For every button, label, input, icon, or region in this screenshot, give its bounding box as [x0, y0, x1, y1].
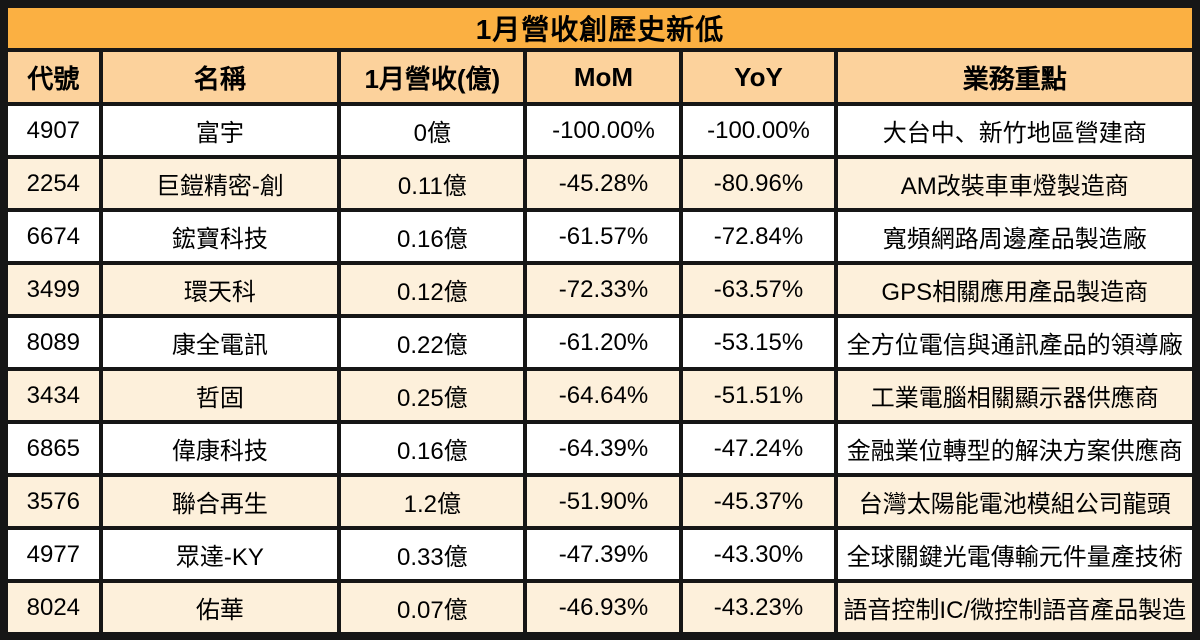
cell-focus: AM改裝車車燈製造商 — [833, 155, 1198, 212]
cell-yoy: -43.23% — [679, 579, 838, 638]
cell-name: 巨鎧精密-創 — [98, 155, 342, 212]
cell-name: 富宇 — [98, 102, 342, 159]
cell-code: 6674 — [2, 208, 103, 265]
cell-revenue: 0.25億 — [337, 367, 528, 424]
cell-focus: 工業電腦相關顯示器供應商 — [833, 367, 1198, 424]
table-row: 4977 眾達-KY 0.33億 -47.39% -43.30% 全球關鍵光電傳輸元件量產… — [2, 526, 1198, 583]
cell-yoy: -43.30% — [679, 526, 838, 583]
cell-mom: -61.57% — [523, 208, 684, 265]
column-header-code: 代號 — [2, 48, 103, 106]
cell-code: 3499 — [2, 261, 103, 318]
cell-focus: 全方位電信與通訊產品的領導廠 — [833, 314, 1198, 371]
cell-yoy: -100.00% — [679, 102, 838, 159]
column-header-name: 名稱 — [98, 48, 342, 106]
cell-mom: -51.90% — [523, 473, 684, 530]
cell-name: 眾達-KY — [98, 526, 342, 583]
cell-code: 6865 — [2, 420, 103, 477]
cell-code: 2254 — [2, 155, 103, 212]
cell-yoy: -47.24% — [679, 420, 838, 477]
cell-revenue: 0.12億 — [337, 261, 528, 318]
cell-mom: -47.39% — [523, 526, 684, 583]
table-row: 3434 哲固 0.25億 -64.64% -51.51% 工業電腦相關顯示器供應商 — [2, 367, 1198, 424]
cell-name: 聯合再生 — [98, 473, 342, 530]
cell-yoy: -53.15% — [679, 314, 838, 371]
cell-focus: 全球關鍵光電傳輸元件量產技術 — [833, 526, 1198, 583]
cell-revenue: 0.16億 — [337, 208, 528, 265]
column-header-focus: 業務重點 — [833, 48, 1198, 106]
cell-focus: 台灣太陽能電池模組公司龍頭 — [833, 473, 1198, 530]
table-row: 6674 鋐寶科技 0.16億 -61.57% -72.84% 寬頻網路周邊產品製造廠 — [2, 208, 1198, 265]
table-row: 3499 環天科 0.12億 -72.33% -63.57% GPS相關應用產品製造商 — [2, 261, 1198, 318]
cell-code: 4907 — [2, 102, 103, 159]
cell-mom: -45.28% — [523, 155, 684, 212]
cell-yoy: -63.57% — [679, 261, 838, 318]
cell-focus: 語音控制IC/微控制語音產品製造 — [833, 579, 1198, 638]
cell-revenue: 0.33億 — [337, 526, 528, 583]
cell-yoy: -72.84% — [679, 208, 838, 265]
cell-revenue: 0億 — [337, 102, 528, 159]
cell-mom: -64.39% — [523, 420, 684, 477]
cell-name: 偉康科技 — [98, 420, 342, 477]
cell-revenue: 0.07億 — [337, 579, 528, 638]
cell-name: 鋐寶科技 — [98, 208, 342, 265]
cell-revenue: 0.11億 — [337, 155, 528, 212]
table-row: 8024 佑華 0.07億 -46.93% -43.23% 語音控制IC/微控制語音產品製… — [2, 579, 1198, 638]
cell-mom: -72.33% — [523, 261, 684, 318]
cell-yoy: -51.51% — [679, 367, 838, 424]
table-row: 3576 聯合再生 1.2億 -51.90% -45.37% 台灣太陽能電池模組公司龍頭 — [2, 473, 1198, 530]
table-row: 6865 偉康科技 0.16億 -64.39% -47.24% 金融業位轉型的解決方案供應… — [2, 420, 1198, 477]
cell-revenue: 1.2億 — [337, 473, 528, 530]
cell-name: 環天科 — [98, 261, 342, 318]
cell-mom: -61.20% — [523, 314, 684, 371]
table-body: 4907 富宇 0億 -100.00% -100.00% 大台中、新竹地區營建商 2254 巨… — [2, 102, 1198, 638]
cell-focus: 金融業位轉型的解決方案供應商 — [833, 420, 1198, 477]
column-header-revenue: 1月營收(億) — [337, 48, 528, 106]
cell-name: 哲固 — [98, 367, 342, 424]
cell-focus: 寬頻網路周邊產品製造廠 — [833, 208, 1198, 265]
cell-code: 8024 — [2, 579, 103, 638]
cell-mom: -46.93% — [523, 579, 684, 638]
cell-code: 4977 — [2, 526, 103, 583]
cell-name: 佑華 — [98, 579, 342, 638]
cell-focus: 大台中、新竹地區營建商 — [833, 102, 1198, 159]
table-row: 4907 富宇 0億 -100.00% -100.00% 大台中、新竹地區營建商 — [2, 102, 1198, 159]
cell-yoy: -45.37% — [679, 473, 838, 530]
column-header-yoy: YoY — [679, 48, 838, 106]
cell-mom: -64.64% — [523, 367, 684, 424]
table-title: 1月營收創歷史新低 — [2, 2, 1198, 52]
cell-revenue: 0.22億 — [337, 314, 528, 371]
cell-code: 8089 — [2, 314, 103, 371]
column-header-mom: MoM — [523, 48, 684, 106]
cell-code: 3434 — [2, 367, 103, 424]
table-row: 8089 康全電訊 0.22億 -61.20% -53.15% 全方位電信與通訊產品的領導… — [2, 314, 1198, 371]
cell-code: 3576 — [2, 473, 103, 530]
cell-mom: -100.00% — [523, 102, 684, 159]
table-header-row: 代號 名稱 1月營收(億) MoM YoY 業務重點 — [2, 48, 1198, 106]
cell-yoy: -80.96% — [679, 155, 838, 212]
cell-revenue: 0.16億 — [337, 420, 528, 477]
cell-focus: GPS相關應用產品製造商 — [833, 261, 1198, 318]
cell-name: 康全電訊 — [98, 314, 342, 371]
table-row: 2254 巨鎧精密-創 0.11億 -45.28% -80.96% AM改裝車車燈製造商 — [2, 155, 1198, 212]
table-title-row: 1月營收創歷史新低 — [2, 2, 1198, 52]
